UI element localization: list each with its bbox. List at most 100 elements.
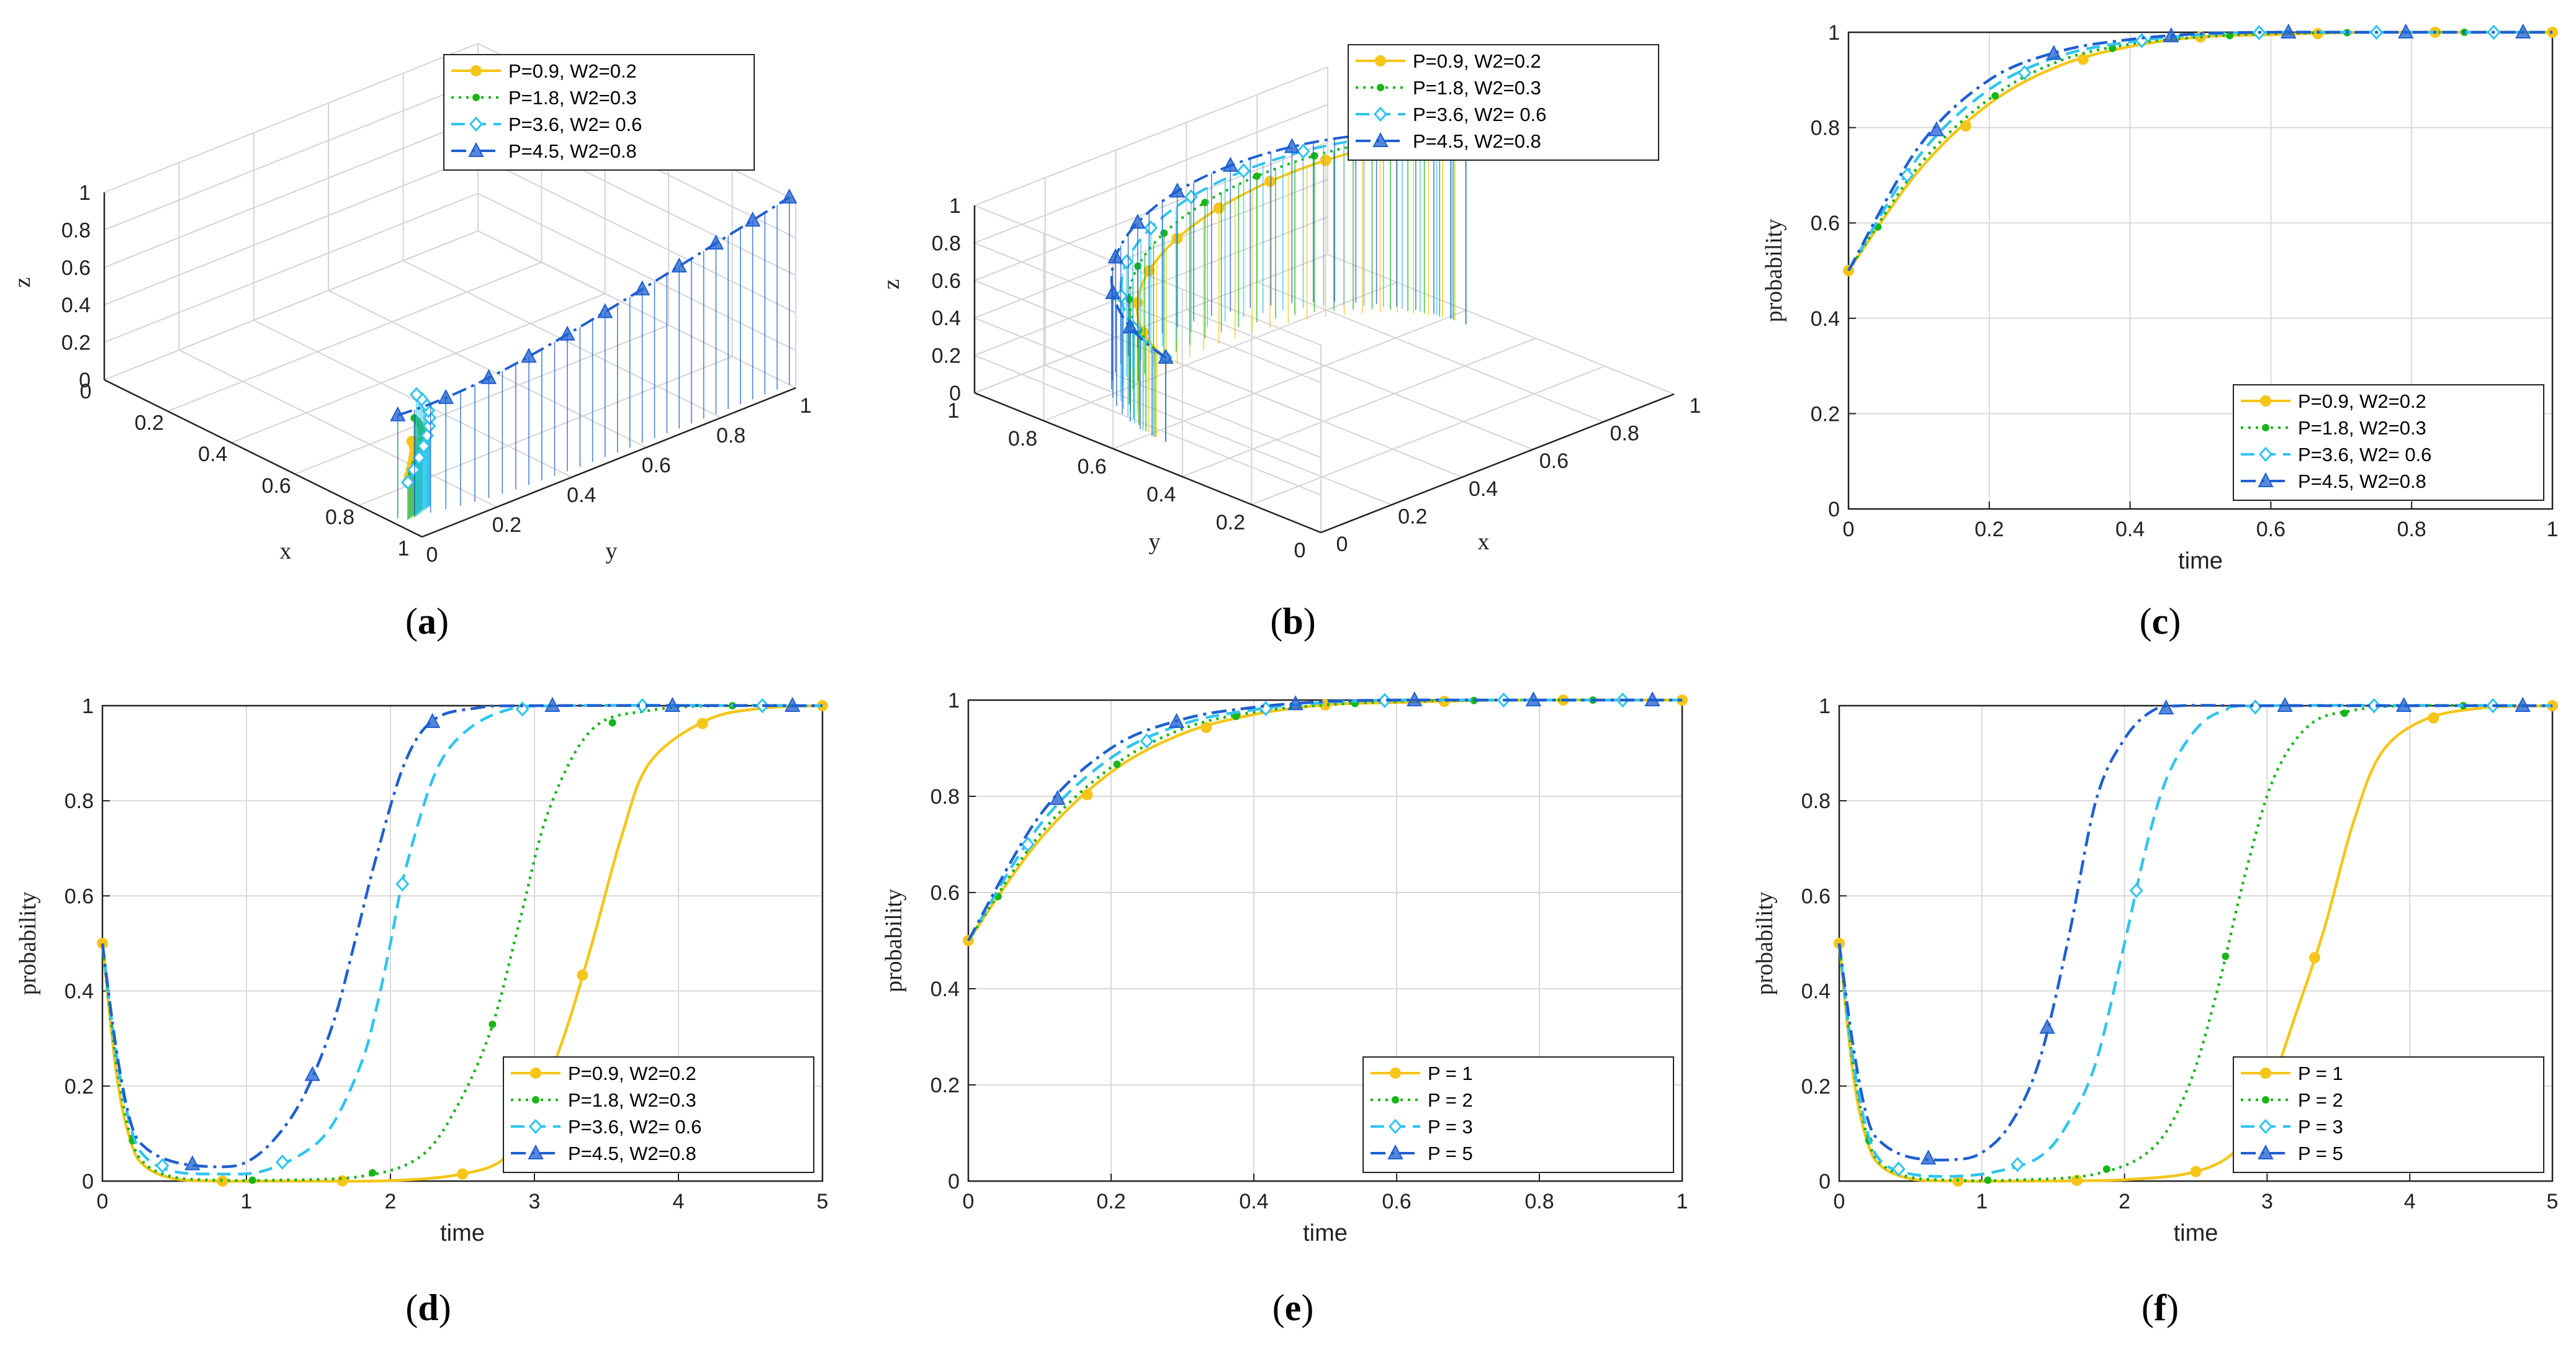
axis-line (1320, 393, 1675, 534)
series-line (101, 704, 823, 1182)
x-tick-label: 0 (963, 1190, 975, 1213)
series-line (967, 698, 1682, 942)
x-axis-label: x (280, 538, 292, 564)
data-point (781, 188, 798, 204)
grid-line (104, 155, 479, 306)
data-point (2109, 44, 2117, 52)
y-tick-label: 0 (82, 1170, 94, 1194)
data-point (1160, 229, 1168, 237)
series-line (1847, 30, 2552, 272)
y-tick-label: 0.2 (492, 513, 521, 537)
series-line (101, 704, 823, 1176)
data-point (2277, 696, 2293, 712)
legend-marker (528, 1118, 543, 1135)
data-point (2190, 1166, 2202, 1177)
data-point (785, 696, 801, 712)
y-tick-label: 1 (948, 399, 960, 423)
y-tick-label: 0.8 (930, 785, 960, 809)
chart-d: (d) 0 1 2 3 4 5 0 0.2 0.4 0.6 0.8 1 time probability P=… (15, 695, 828, 1328)
x-tick-label: 5 (2547, 1190, 2559, 1213)
x-axis-label: time (2174, 1220, 2218, 1246)
x-tick-label: 0 (1336, 533, 1348, 556)
series-line (1837, 704, 2553, 1178)
y-tick-label: 0 (1294, 539, 1306, 562)
legend-marker (2260, 395, 2271, 407)
grid-line (168, 261, 542, 412)
data-point (1287, 695, 1304, 711)
legend-box (2233, 1056, 2544, 1173)
legend-label: P=4.5, W2=0.8 (508, 140, 637, 162)
data-point (1168, 713, 1185, 728)
legend-marker (2262, 1096, 2269, 1104)
legend-label: P=1.8, W2=0.3 (568, 1089, 696, 1111)
data-point (2340, 709, 2348, 717)
data-point (1920, 1149, 1937, 1165)
y-axis-label: probability (881, 889, 907, 992)
legend-marker (2258, 1118, 2273, 1135)
data-point (1377, 693, 1392, 708)
data-point (1296, 143, 1310, 160)
axis-line (974, 392, 1322, 534)
legend-label: P = 5 (1428, 1143, 1473, 1164)
y-tick-label: 0 (948, 1170, 960, 1194)
data-point (480, 369, 497, 384)
data-point (422, 418, 436, 434)
legend-marker (471, 65, 482, 76)
data-point (635, 698, 650, 714)
data-point (1200, 721, 1212, 733)
data-point (1113, 760, 1121, 768)
data-point (2039, 1018, 2055, 1034)
z-tick-label: 0.4 (61, 294, 91, 317)
data-point (425, 713, 441, 728)
data-point (401, 474, 415, 490)
x-tick-label: 0 (1843, 518, 1855, 541)
grid-line (1186, 309, 1533, 451)
legend-label: P = 2 (2298, 1089, 2343, 1111)
y-tick-label: 1 (800, 394, 812, 418)
legend-box (443, 54, 755, 171)
trajectory-line (397, 196, 790, 416)
y-tick-label: 0 (1828, 498, 1840, 521)
data-point (417, 438, 431, 454)
y-tick-label: 1 (1828, 21, 1840, 45)
caption-f: (f) (2141, 1287, 2179, 1328)
data-point (2163, 27, 2179, 43)
data-point (1125, 295, 1133, 304)
grid-line (104, 80, 479, 231)
grid-line (1256, 281, 1604, 423)
data-point (1525, 691, 1542, 706)
x-tick-label: 0.6 (2256, 518, 2286, 541)
legend-marker (2262, 424, 2269, 431)
y-tick-label: 0.6 (1078, 455, 1107, 479)
legend-label: P = 1 (2298, 1063, 2343, 1084)
z-tick-label: 0.2 (932, 344, 961, 368)
data-point (1253, 172, 1261, 180)
data-point (2515, 696, 2531, 712)
data-point (1984, 1176, 1992, 1184)
data-point (515, 701, 529, 717)
data-point (2011, 1156, 2025, 1172)
series-line (967, 698, 1682, 942)
data-point (634, 280, 651, 295)
data-point (1140, 733, 1154, 749)
caption-a: (a) (405, 601, 449, 642)
data-point (1284, 138, 1300, 153)
data-point (2398, 23, 2414, 38)
chart-b: (b) 0 0 0 0.2 0.2 0.2 0.4 0.4 0.4 0.6 0.6 0.6 0.8 0.8 0… (878, 44, 1701, 642)
y-axis-label: y (1149, 529, 1161, 555)
data-point (1050, 789, 1066, 805)
legend-marker (472, 94, 480, 101)
data-point (1991, 92, 1999, 100)
x-tick-label: 0.4 (1469, 477, 1498, 501)
grid-line (294, 324, 669, 475)
legend-marker (2258, 472, 2274, 487)
data-point (2281, 23, 2297, 38)
data-point (1130, 214, 1146, 229)
z-tick-label: 1 (79, 181, 91, 205)
data-point (275, 1154, 290, 1170)
chart-c: (c) 0 0.2 0.4 0.6 0.8 1 0 0.2 0.4 0.6 0.8 1 time proba… (1761, 21, 2558, 642)
legend-marker (2260, 1068, 2271, 1079)
grid-line (974, 242, 1322, 384)
y-tick-label: 0.6 (65, 884, 94, 908)
grid-line (1251, 366, 1605, 505)
